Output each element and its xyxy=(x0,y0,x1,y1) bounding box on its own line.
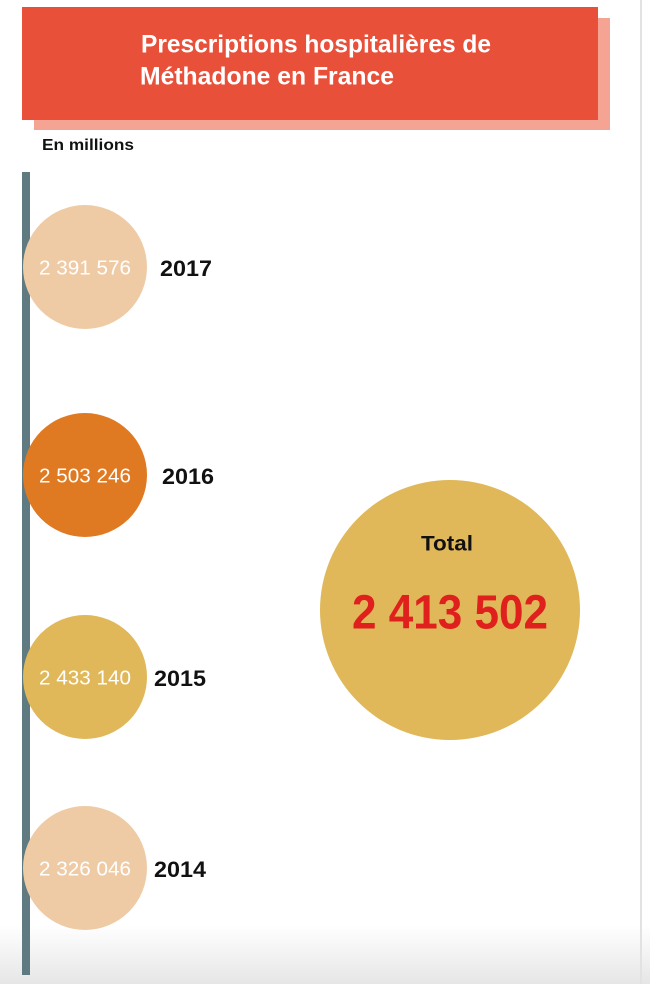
year-circle xyxy=(23,205,147,329)
year-circle xyxy=(23,413,147,537)
bottom-fade xyxy=(0,925,650,984)
year-circle xyxy=(23,806,147,930)
year-circle xyxy=(23,615,147,739)
year-label: 2014 xyxy=(154,857,207,882)
title-line: Méthadone en France xyxy=(140,63,394,91)
year-label: 2015 xyxy=(154,666,206,691)
timeline-bar xyxy=(22,172,30,975)
unit-note: En millions xyxy=(42,137,134,154)
year-value: 2 326 046 xyxy=(39,858,131,880)
total-label: Total xyxy=(421,533,473,556)
year-value: 2 433 140 xyxy=(39,667,131,689)
total-circle xyxy=(320,480,580,740)
year-value: 2 503 246 xyxy=(39,465,131,487)
year-label: 2016 xyxy=(162,464,214,489)
timeline-items: 2 391 576 2017 2 503 246 2016 2 433 140 2015 2… xyxy=(23,205,214,930)
year-value: 2 391 576 xyxy=(39,257,131,279)
header-box xyxy=(22,7,598,120)
title-line: Prescriptions hospitalières de xyxy=(141,31,491,59)
total-value: 2 413 502 xyxy=(352,587,548,640)
year-label: 2017 xyxy=(160,256,212,281)
